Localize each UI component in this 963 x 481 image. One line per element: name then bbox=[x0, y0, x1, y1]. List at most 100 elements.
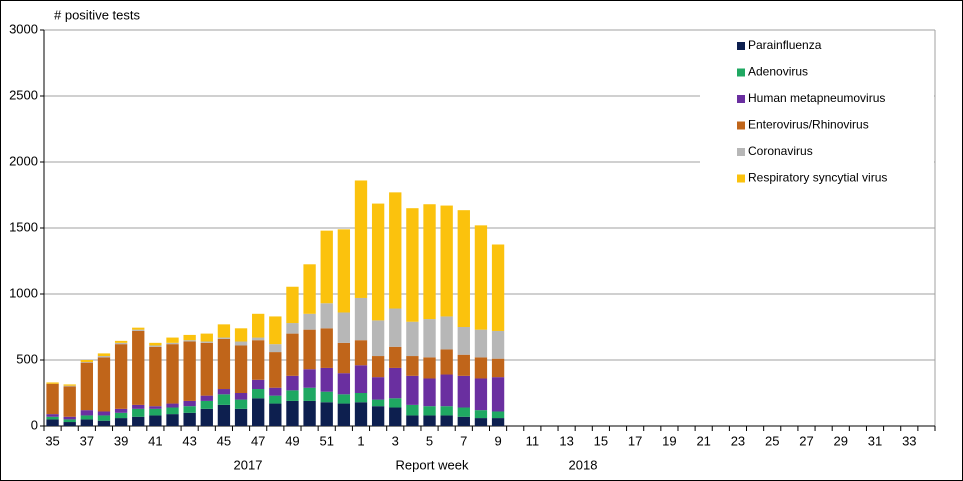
bar-segment bbox=[389, 308, 402, 347]
legend-swatch bbox=[737, 68, 745, 77]
legend-swatch bbox=[737, 95, 745, 103]
legend-label: Adenovirus bbox=[748, 65, 808, 79]
x-tick-label: 25 bbox=[765, 433, 779, 448]
bar-segment bbox=[149, 406, 162, 409]
bar-segment bbox=[337, 312, 351, 343]
bar-segment bbox=[114, 408, 128, 413]
bar-segment bbox=[286, 333, 299, 376]
bar-segment bbox=[440, 406, 453, 416]
bar-segment bbox=[149, 345, 162, 347]
bar-segment bbox=[389, 398, 402, 408]
x-tick-label: 45 bbox=[217, 433, 231, 448]
bar-segment bbox=[269, 352, 282, 388]
bar-segment bbox=[80, 415, 94, 420]
x-tick-label: 43 bbox=[182, 433, 196, 448]
bar-segment bbox=[114, 340, 128, 343]
bar-segment bbox=[440, 316, 453, 350]
bar-segment bbox=[97, 411, 111, 416]
bar-segment bbox=[406, 356, 419, 376]
bar-segment bbox=[166, 344, 179, 404]
x-tick-label: 13 bbox=[559, 433, 573, 448]
y-tick-label: 2000 bbox=[9, 153, 38, 168]
x-tick-label: 33 bbox=[902, 433, 916, 448]
bar-segment bbox=[320, 391, 333, 403]
annotation: 2018 bbox=[569, 457, 598, 472]
bar-segment bbox=[440, 349, 453, 375]
bar-segment bbox=[46, 414, 59, 417]
bar-segment bbox=[269, 387, 282, 396]
bar-segment bbox=[132, 329, 145, 331]
bar-segment bbox=[234, 341, 248, 346]
x-tick-label: 7 bbox=[460, 433, 467, 448]
bar-segment bbox=[474, 410, 488, 419]
legend-label: Parainfluenza bbox=[748, 38, 822, 52]
bar-segment bbox=[132, 404, 145, 409]
bar-segment bbox=[457, 375, 470, 408]
bar-segment bbox=[286, 375, 299, 391]
bar-segment bbox=[320, 402, 333, 426]
bar-segment bbox=[371, 377, 385, 400]
x-tick-label: 47 bbox=[251, 433, 265, 448]
bar-segment bbox=[457, 327, 470, 355]
bar-segment bbox=[491, 377, 505, 412]
legend-swatch bbox=[737, 174, 745, 183]
bar-segment bbox=[80, 361, 94, 363]
bar-segment bbox=[114, 418, 128, 426]
bar-segment bbox=[97, 353, 111, 357]
bar-segment bbox=[200, 342, 213, 396]
bar-segment bbox=[132, 416, 145, 426]
bar-segment bbox=[491, 358, 505, 378]
bar-segment bbox=[166, 414, 179, 426]
legend-box bbox=[700, 34, 934, 194]
bar-segment bbox=[217, 337, 231, 339]
x-tick-label: 9 bbox=[494, 433, 501, 448]
bar-segment bbox=[406, 208, 419, 322]
bar-segment bbox=[252, 379, 265, 390]
bar-segment bbox=[440, 415, 453, 426]
legend-swatch bbox=[737, 121, 745, 130]
bar-segment bbox=[354, 402, 368, 426]
bar-segment bbox=[97, 357, 111, 412]
bar-segment bbox=[234, 399, 248, 409]
bar-segment bbox=[474, 357, 488, 379]
x-tick-label: 1 bbox=[357, 433, 364, 448]
bar-segment bbox=[80, 360, 94, 362]
x-tick-label: 29 bbox=[834, 433, 848, 448]
bar-segment bbox=[389, 367, 402, 399]
y-tick-label: 3000 bbox=[9, 21, 38, 36]
bar-segment bbox=[80, 410, 94, 416]
legend-label: Respiratory syncytial virus bbox=[748, 171, 887, 185]
legend-label: Coronavirus bbox=[748, 144, 813, 158]
bar-segment bbox=[423, 204, 436, 320]
annotation: 2017 bbox=[234, 457, 263, 472]
bar-segment bbox=[337, 373, 351, 395]
bar-segment bbox=[354, 340, 368, 366]
bar-segment bbox=[474, 329, 488, 358]
bar-segment bbox=[166, 337, 179, 343]
y-tick-label: 0 bbox=[31, 417, 38, 432]
bar-segment bbox=[406, 375, 419, 405]
bar-segment bbox=[252, 340, 265, 380]
bar-segment bbox=[389, 192, 402, 309]
bar-segment bbox=[217, 389, 231, 395]
bar-segment bbox=[440, 205, 453, 317]
bar-segment bbox=[423, 378, 436, 407]
bar-segment bbox=[371, 203, 385, 321]
bar-segment bbox=[63, 385, 76, 387]
x-tick-label: 51 bbox=[319, 433, 333, 448]
bar-segment bbox=[217, 394, 231, 405]
bar-segment bbox=[114, 344, 128, 409]
bar-segment bbox=[423, 415, 436, 426]
bar-segment bbox=[114, 342, 128, 345]
x-tick-label: 37 bbox=[80, 433, 94, 448]
x-tick-label: 41 bbox=[148, 433, 162, 448]
bar-segment bbox=[183, 412, 196, 426]
legend-label: Human metapneumovirus bbox=[748, 91, 885, 105]
bar-segment bbox=[200, 408, 213, 426]
bar-segment bbox=[474, 378, 488, 411]
x-tick-label: 11 bbox=[526, 433, 540, 448]
bar-segment bbox=[337, 403, 351, 426]
x-tick-label: 19 bbox=[662, 433, 676, 448]
bar-segment bbox=[217, 338, 231, 390]
